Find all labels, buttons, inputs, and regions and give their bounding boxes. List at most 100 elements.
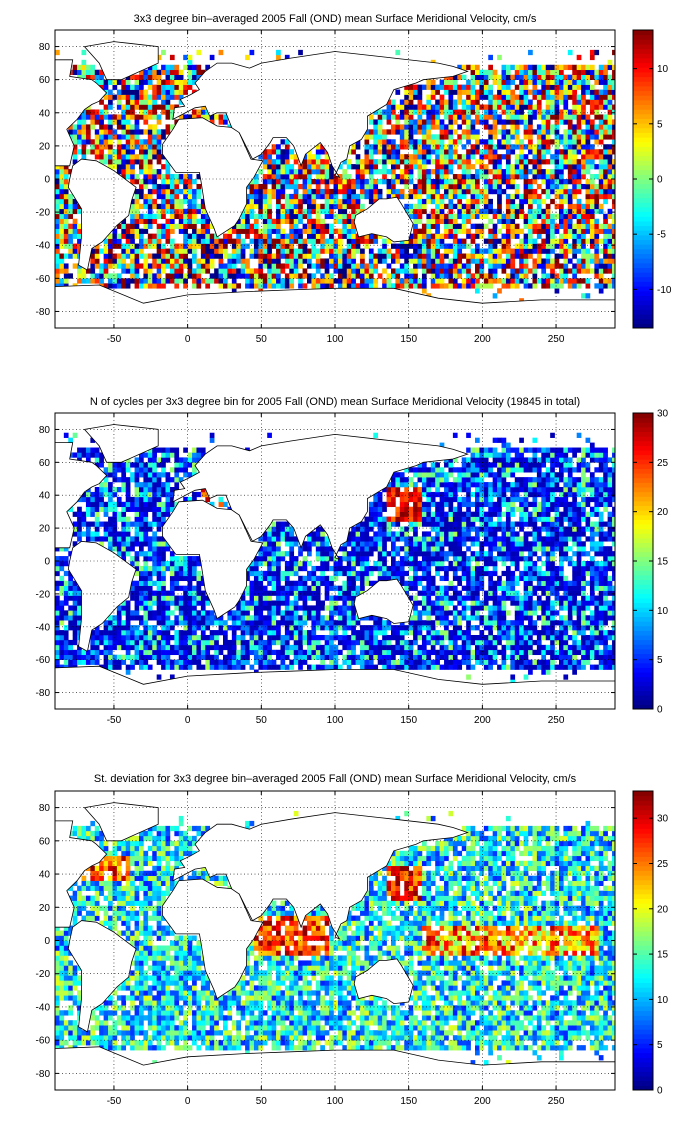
heatmap-cell — [148, 219, 153, 224]
heatmap-cell — [334, 249, 339, 254]
heatmap-cell — [519, 119, 524, 124]
heatmap-cell — [267, 576, 272, 581]
heatmap-cell — [590, 119, 595, 124]
heatmap-cell — [524, 65, 529, 70]
heatmap-cell — [590, 219, 595, 224]
heatmap-cell — [152, 254, 157, 259]
heatmap-cell — [311, 273, 316, 278]
y-tick-label: 0 — [44, 175, 50, 186]
heatmap-cell — [196, 596, 201, 601]
heatmap-cell — [594, 75, 599, 80]
heatmap-cell — [475, 224, 480, 229]
heatmap-cell — [325, 278, 330, 283]
heatmap-cell — [409, 119, 414, 124]
heatmap-cell — [475, 95, 480, 100]
heatmap-cell — [68, 214, 73, 219]
heatmap-cell — [532, 105, 537, 110]
heatmap-cell — [276, 199, 281, 204]
heatmap-cell — [515, 134, 520, 139]
heatmap-cell — [612, 204, 617, 209]
heatmap-cell — [90, 124, 95, 129]
colorbar-segment — [633, 207, 653, 212]
heatmap-cell — [126, 635, 131, 640]
heatmap-cell — [360, 278, 365, 283]
heatmap-cell — [174, 630, 179, 635]
heatmap-cell — [325, 184, 330, 189]
heatmap-cell — [493, 249, 498, 254]
heatmap-cell — [280, 139, 285, 144]
heatmap-cell — [135, 507, 140, 512]
heatmap-cell — [143, 492, 148, 497]
heatmap-cell — [418, 109, 423, 114]
heatmap-cell — [232, 615, 237, 620]
heatmap-cell — [572, 278, 577, 283]
colorbar-segment — [633, 160, 653, 165]
heatmap-cell — [356, 144, 361, 149]
heatmap-cell — [183, 472, 188, 477]
heatmap-cell — [395, 273, 400, 278]
heatmap-cell — [59, 224, 64, 229]
heatmap-cell — [263, 189, 268, 194]
heatmap-cell — [152, 263, 157, 268]
colorbar-segment — [633, 240, 653, 245]
heatmap-cell — [338, 204, 343, 209]
heatmap-cell — [143, 169, 148, 174]
heatmap-cell — [448, 258, 453, 263]
heatmap-cell — [603, 75, 608, 80]
heatmap-cell — [586, 100, 591, 105]
heatmap-cell — [143, 615, 148, 620]
heatmap-cell — [117, 640, 122, 645]
heatmap-cell — [586, 119, 591, 124]
heatmap-cell — [59, 179, 64, 184]
heatmap-cell — [537, 263, 542, 268]
heatmap-cell — [219, 263, 224, 268]
heatmap-cell — [586, 124, 591, 129]
colorbar-segment — [633, 198, 653, 203]
heatmap-cell — [161, 278, 166, 283]
heatmap-cell — [413, 268, 418, 273]
heatmap-cell — [161, 224, 166, 229]
heatmap-cell — [263, 591, 268, 596]
heatmap-cell — [201, 596, 206, 601]
heatmap-cell — [223, 119, 228, 124]
heatmap-cell — [196, 620, 201, 625]
heatmap-cell — [568, 164, 573, 169]
heatmap-cell — [484, 239, 489, 244]
heatmap-cell — [104, 249, 109, 254]
heatmap-cell — [572, 179, 577, 184]
heatmap-cell — [528, 224, 533, 229]
heatmap-cell — [148, 100, 153, 105]
heatmap-cell — [104, 531, 109, 536]
heatmap-cell — [519, 278, 524, 283]
heatmap-cell — [285, 283, 290, 288]
heatmap-cell — [135, 497, 140, 502]
heatmap-cell — [205, 640, 210, 645]
heatmap-cell — [112, 278, 117, 283]
heatmap-cell — [68, 581, 73, 586]
heatmap-cell — [586, 85, 591, 90]
heatmap-cell — [192, 650, 197, 655]
heatmap-cell — [104, 482, 109, 487]
heatmap-cell — [223, 625, 228, 630]
heatmap-cell — [338, 239, 343, 244]
heatmap-cell — [471, 194, 476, 199]
heatmap-cell — [126, 665, 131, 670]
heatmap-cell — [608, 90, 613, 95]
heatmap-cell — [510, 109, 515, 114]
heatmap-cell — [475, 114, 480, 119]
heatmap-cell — [356, 174, 361, 179]
heatmap-cell — [612, 105, 617, 110]
heatmap-cell — [395, 174, 400, 179]
heatmap-cell — [378, 109, 383, 114]
heatmap-cell — [130, 144, 135, 149]
heatmap-cell — [532, 90, 537, 95]
heatmap-cell — [86, 492, 91, 497]
heatmap-cell — [528, 179, 533, 184]
heatmap-cell — [267, 268, 272, 273]
y-tick-label: -40 — [36, 241, 51, 252]
heatmap-cell — [245, 263, 250, 268]
heatmap-cell — [166, 75, 171, 80]
heatmap-cell — [316, 268, 321, 273]
heatmap-cell — [99, 522, 104, 527]
heatmap-cell — [250, 249, 255, 254]
